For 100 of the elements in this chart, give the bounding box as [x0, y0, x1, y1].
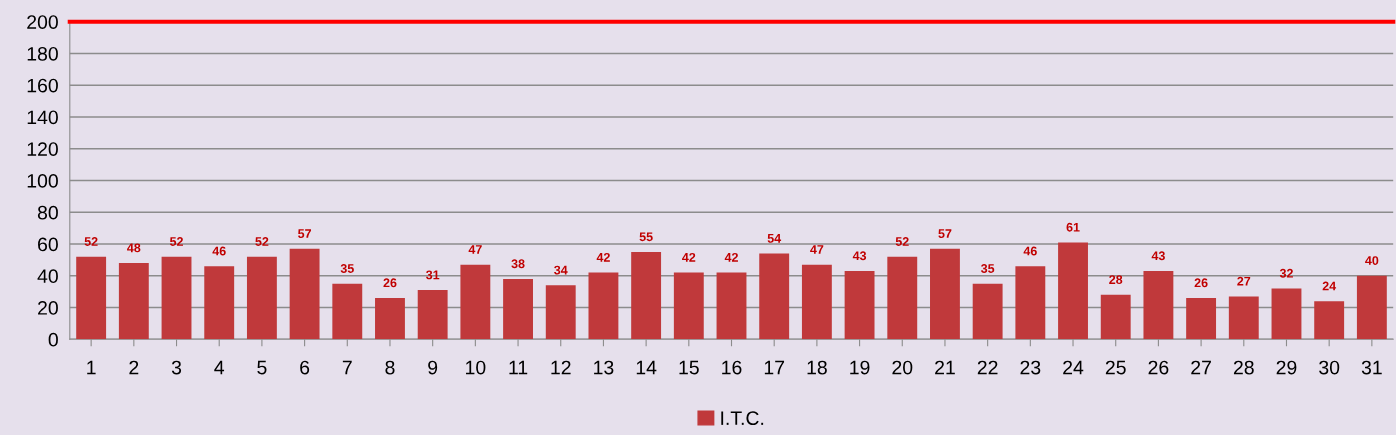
bar: [246, 256, 277, 340]
data-label: 40: [1365, 256, 1379, 265]
x-tick-label: 30: [1319, 360, 1340, 375]
bar: [1058, 242, 1088, 340]
x-tick-label: 26: [1148, 360, 1169, 375]
bar: [930, 248, 960, 340]
bar: [503, 278, 533, 340]
data-label: 31: [426, 270, 440, 280]
y-tick-label: 200: [27, 15, 58, 29]
x-tick-label: 2: [129, 360, 139, 375]
x-tick-label: 14: [636, 360, 657, 375]
data-label: 26: [1194, 278, 1208, 288]
x-tick-label: 6: [300, 360, 310, 375]
legend-label: I.T.C.: [721, 411, 764, 426]
bar: [801, 264, 832, 340]
bar: [76, 256, 107, 340]
x-tick-label: 24: [1063, 360, 1084, 375]
x-tick-label: 19: [850, 360, 870, 375]
data-label: 61: [1066, 222, 1080, 232]
data-label: 43: [1151, 251, 1165, 261]
x-tick-label: 3: [171, 360, 182, 375]
y-tick-label: 0: [48, 332, 58, 347]
bar: [545, 285, 576, 340]
x-tick-label: 15: [679, 360, 699, 375]
x-tick-label: 7: [342, 360, 352, 375]
bar: [631, 251, 662, 340]
data-label: 46: [212, 246, 226, 256]
x-tick-label: 9: [428, 360, 438, 375]
x-tick-label: 27: [1191, 360, 1211, 375]
bar: [289, 248, 320, 340]
data-label: 28: [1109, 275, 1123, 285]
x-tick-label: 20: [892, 360, 913, 375]
x-tick-label: 21: [935, 360, 955, 375]
data-label: 55: [639, 232, 653, 242]
bar: [460, 264, 491, 340]
y-tick-label: 160: [27, 78, 58, 93]
x-tick-label: 12: [551, 360, 571, 375]
data-label: 42: [596, 252, 610, 262]
bar: [844, 271, 875, 340]
data-label: 35: [340, 264, 354, 273]
data-label: 26: [383, 278, 397, 288]
data-label: 47: [810, 245, 824, 254]
data-label: 42: [682, 252, 696, 262]
data-label: 35: [980, 264, 995, 273]
data-label: 32: [1279, 268, 1293, 278]
x-tick-label: 31: [1361, 360, 1382, 375]
bar: [716, 272, 747, 340]
x-tick-label: 28: [1233, 360, 1254, 375]
y-tick-label: 40: [37, 269, 58, 284]
bar: [1100, 294, 1131, 340]
data-label: 24: [1322, 281, 1337, 291]
data-label: 38: [511, 259, 525, 269]
x-tick-label: 17: [764, 360, 785, 375]
y-tick-label: 120: [27, 142, 58, 157]
bar: [375, 298, 405, 340]
x-tick-label: 5: [257, 360, 267, 375]
data-label: 48: [127, 243, 141, 253]
x-tick-label: 4: [214, 360, 225, 375]
bar: [887, 256, 918, 340]
y-tick-label: 180: [27, 46, 58, 61]
x-tick-label: 16: [722, 360, 742, 375]
bar: [1356, 275, 1387, 340]
data-label: 47: [468, 245, 482, 254]
bar: [118, 263, 149, 340]
x-tick-label: 22: [977, 360, 998, 375]
data-label: 52: [895, 237, 909, 246]
y-tick-label: 100: [27, 173, 58, 188]
data-label: 52: [255, 237, 269, 246]
x-tick-label: 10: [466, 360, 486, 375]
x-tick-label: 25: [1105, 360, 1126, 375]
bar: [673, 272, 704, 340]
data-label: 34: [554, 265, 568, 275]
x-tick-label: 13: [594, 360, 614, 375]
data-label: 57: [938, 229, 952, 238]
y-tick-label: 20: [38, 301, 58, 315]
bar: [759, 253, 790, 340]
bar: [1015, 266, 1046, 340]
data-label: 43: [852, 251, 867, 261]
bar: [161, 256, 192, 340]
bar: [972, 283, 1003, 340]
data-label: 52: [84, 237, 98, 246]
x-tick-label: 18: [807, 360, 827, 375]
y-tick-label: 140: [27, 110, 58, 125]
data-label: 46: [1023, 246, 1037, 256]
x-tick-label: 1: [87, 360, 96, 375]
x-tick-label: 23: [1020, 360, 1041, 375]
bar: [1271, 288, 1302, 340]
bar: [1314, 301, 1345, 340]
bar: [1143, 271, 1174, 340]
bar: [417, 290, 448, 340]
bar: [588, 272, 619, 340]
data-label: 54: [767, 234, 782, 243]
data-label: 27: [1237, 276, 1251, 286]
x-tick-label: 29: [1276, 360, 1297, 375]
y-tick-label: 60: [38, 237, 58, 252]
bar: [204, 266, 235, 340]
data-label: 52: [169, 237, 183, 246]
bar: [332, 283, 363, 340]
x-tick-label: 11: [509, 360, 528, 375]
bar: [1186, 298, 1217, 340]
